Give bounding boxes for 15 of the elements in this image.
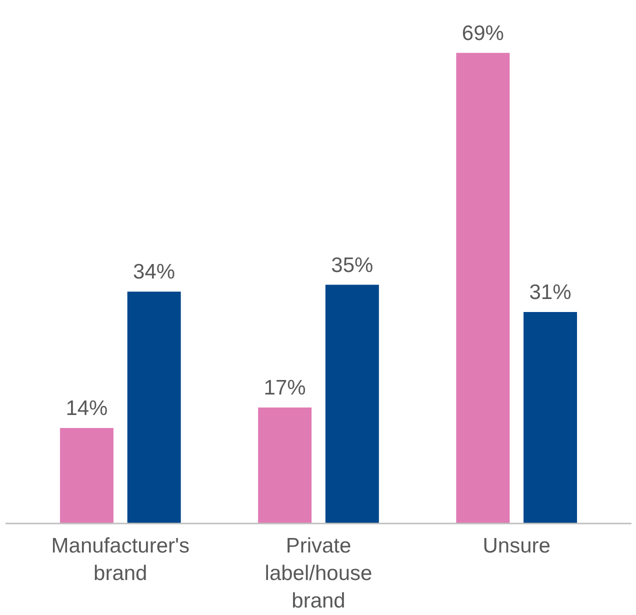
bar [524, 312, 578, 524]
x-tick-label: Manufacturer's brand [51, 534, 190, 586]
bar [60, 428, 114, 524]
data-label: 69% [462, 22, 504, 45]
data-label: 14% [66, 397, 108, 420]
x-tick-label: Unsure [482, 534, 550, 558]
data-label: 35% [331, 254, 374, 277]
x-tick-label: Private label/house brand [264, 534, 372, 613]
data-label: 17% [264, 376, 306, 400]
data-label: 34% [133, 260, 176, 284]
bar [456, 52, 510, 524]
bar [127, 292, 181, 524]
bar [325, 284, 379, 524]
bar [258, 408, 312, 524]
data-label: 31% [529, 281, 572, 304]
